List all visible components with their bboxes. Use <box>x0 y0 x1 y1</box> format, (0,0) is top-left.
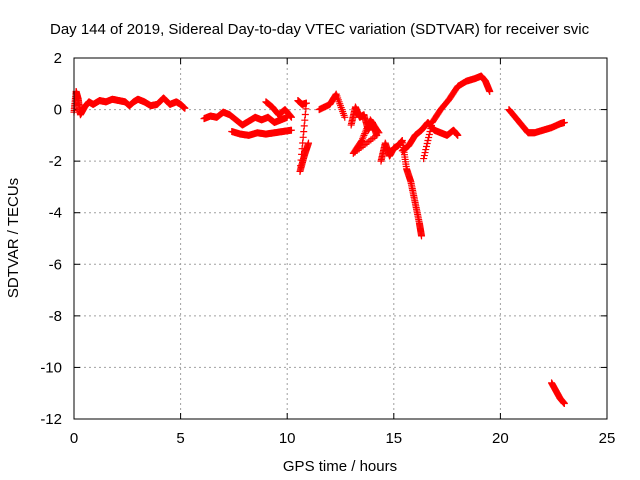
data-point-marker <box>424 137 432 145</box>
data-point-marker <box>486 88 494 96</box>
x-tick-label: 25 <box>599 430 616 447</box>
data-point-marker <box>426 127 434 135</box>
data-point-marker <box>359 133 367 141</box>
data-point-marker <box>287 126 295 134</box>
data-points <box>70 72 568 408</box>
data-point-marker <box>362 126 370 134</box>
data-point-marker <box>361 128 369 136</box>
data-point-marker <box>360 131 368 139</box>
data-point-marker <box>341 113 349 121</box>
data-point-marker <box>427 121 435 129</box>
y-tick-labels: -12 -10 -8 -6 -4 -2 0 2 <box>40 50 62 428</box>
x-tick-labels: 0 5 10 15 20 25 <box>70 430 616 447</box>
data-point-marker <box>181 104 189 112</box>
series-seg10 <box>420 72 494 163</box>
data-point-marker <box>361 130 369 138</box>
series-seg9 <box>398 118 462 155</box>
data-point-marker <box>420 155 428 163</box>
series-seg3 <box>228 126 295 139</box>
data-point-marker <box>425 130 433 138</box>
grid-lines <box>74 58 607 419</box>
data-point-marker <box>364 123 372 131</box>
data-point-marker <box>358 137 366 145</box>
series-seg4 <box>262 98 295 121</box>
y-tick-label: -4 <box>49 205 62 222</box>
series-seg8 <box>377 137 426 240</box>
y-tick-label: 2 <box>54 50 62 67</box>
data-point-marker <box>454 131 462 139</box>
series-seg6 <box>315 90 349 121</box>
x-axis-label: GPS time / hours <box>283 458 397 475</box>
y-tick-label: -10 <box>40 359 62 376</box>
data-point-marker <box>560 118 568 126</box>
data-point-marker <box>359 135 367 143</box>
data-point-marker <box>422 143 430 151</box>
data-point-marker <box>421 149 429 157</box>
data-point-marker <box>425 134 433 142</box>
y-axis-label: SDTVAR / TECUs <box>5 178 22 298</box>
data-point-marker <box>418 232 426 240</box>
x-tick-label: 0 <box>70 430 78 447</box>
y-tick-label: -6 <box>49 256 62 273</box>
axis-ticks <box>73 57 608 420</box>
data-point-marker <box>420 152 428 160</box>
data-point-marker <box>305 139 313 147</box>
data-point-marker <box>423 140 431 148</box>
data-point-marker <box>287 113 295 121</box>
y-tick-label: -12 <box>40 411 62 428</box>
series-seg2 <box>200 108 291 129</box>
series-seg5 <box>294 97 313 175</box>
data-point-marker <box>427 124 435 132</box>
data-point-marker <box>560 400 568 408</box>
x-tick-label: 5 <box>176 430 184 447</box>
data-point-marker <box>363 124 371 132</box>
chart-title: Day 144 of 2019, Sidereal Day-to-day VTE… <box>50 21 590 38</box>
y-tick-label: -2 <box>49 153 62 170</box>
x-tick-label: 20 <box>492 430 509 447</box>
series-seg1 <box>70 88 189 119</box>
x-tick-label: 10 <box>279 430 296 447</box>
series-seg7 <box>347 103 383 157</box>
y-tick-label: 0 <box>54 102 62 119</box>
series-seg12 <box>548 379 568 408</box>
y-tick-label: -8 <box>49 308 62 325</box>
data-point-marker <box>375 129 383 137</box>
data-point-marker <box>422 146 430 154</box>
data-point-marker <box>374 128 382 136</box>
x-tick-label: 15 <box>385 430 402 447</box>
plot-frame <box>73 57 608 420</box>
series-seg11 <box>505 106 568 137</box>
